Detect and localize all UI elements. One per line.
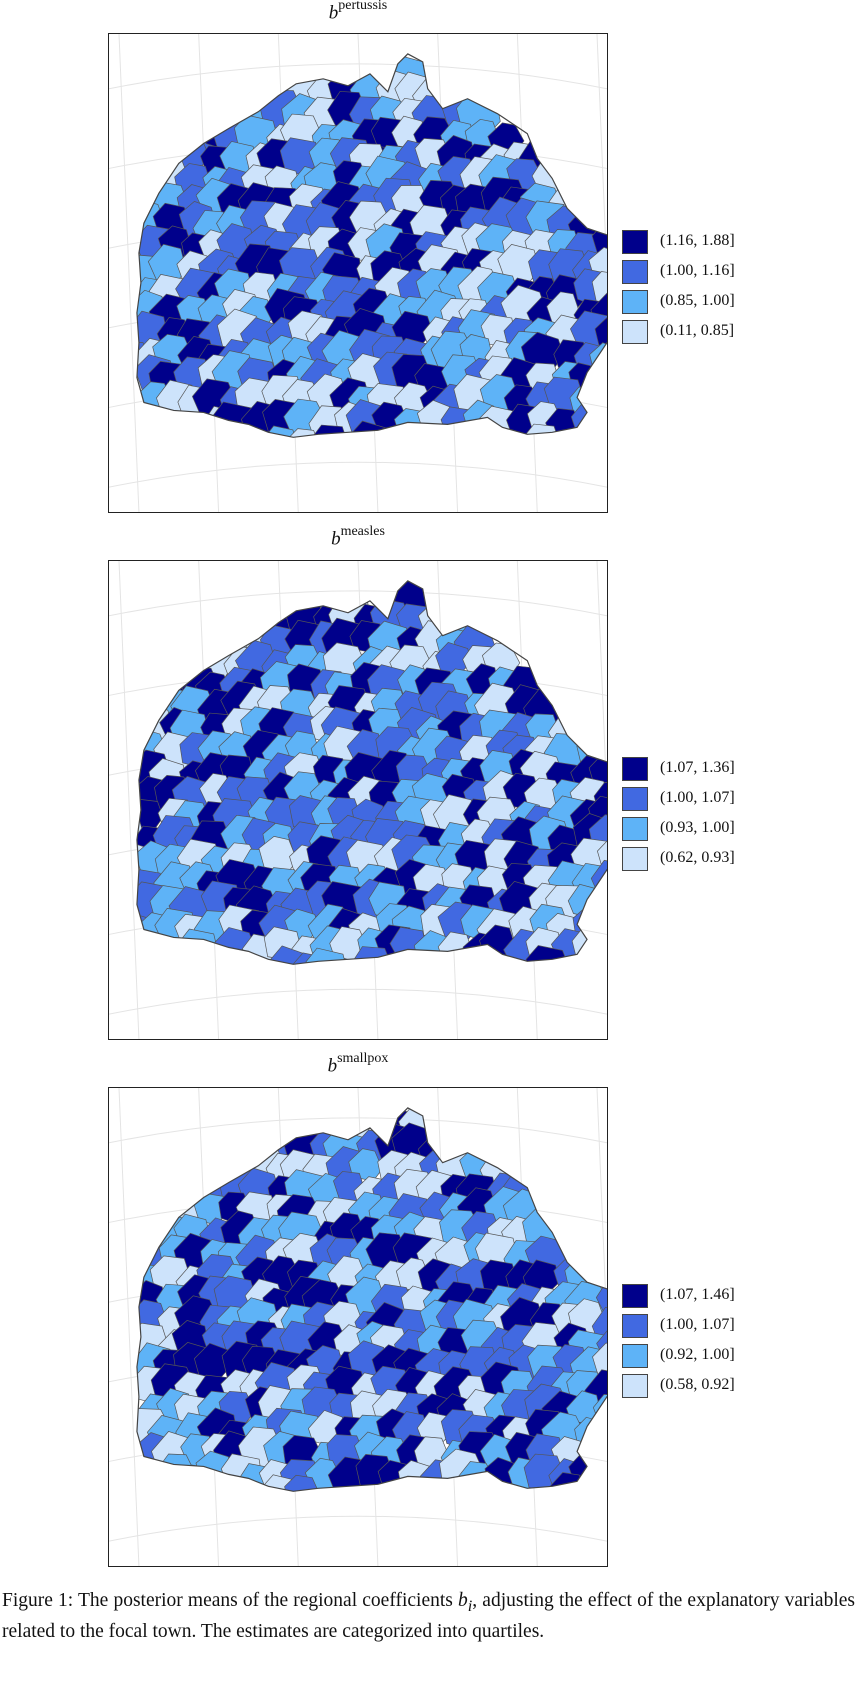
municipality-region: [525, 945, 569, 965]
legend-label: (1.07, 1.36]: [660, 759, 735, 776]
graticule-line: [118, 1088, 140, 1566]
legend-item: (0.58, 0.92]: [622, 1371, 822, 1401]
map-measles: [108, 560, 608, 1040]
municipality-region: [284, 1474, 321, 1492]
country-outline: [136, 580, 607, 965]
legend-label: (1.07, 1.46]: [660, 1286, 735, 1303]
graticule-line: [109, 988, 607, 1015]
legend-item: (0.62, 0.93]: [622, 844, 822, 874]
graticule-line: [109, 461, 607, 488]
caption-suffix: , adjusting the effect of the explanator…: [2, 1590, 855, 1642]
choropleth-map: [109, 561, 607, 1039]
legend-swatch: [622, 847, 648, 871]
legend-item: (0.93, 1.00]: [622, 814, 822, 844]
choropleth-map: [109, 1088, 607, 1566]
caption-symbol-subscript: i: [467, 1596, 473, 1615]
caption-symbol: b: [458, 1590, 468, 1611]
municipality-region: [571, 929, 607, 965]
legend-swatch: [622, 787, 648, 811]
legend-label: (0.11, 0.85]: [660, 322, 735, 339]
graticule-line: [118, 561, 140, 1039]
caption-prefix: Figure 1: The posterior means of the reg…: [2, 1590, 459, 1611]
graticule-line: [109, 63, 607, 90]
municipality-region: [136, 798, 164, 830]
legend-label: (0.92, 1.00]: [660, 1346, 735, 1363]
title-base: b: [331, 528, 341, 550]
legend-swatch: [622, 320, 648, 344]
legend-swatch: [622, 1314, 648, 1338]
title-base: b: [328, 2, 339, 24]
choropleth-map: [109, 34, 607, 512]
title-base: b: [327, 1055, 338, 1077]
map-smallpox: [108, 1087, 608, 1567]
panel-title-pertussis: bpertussis: [108, 0, 608, 24]
legend-label: (1.00, 1.07]: [660, 1316, 735, 1333]
legend-item: (1.07, 1.36]: [622, 754, 822, 784]
legend-swatch: [622, 1374, 648, 1398]
graticule-line: [109, 1515, 607, 1542]
region-group: [136, 1107, 607, 1492]
legend-pertussis: (1.16, 1.88] (1.00, 1.16] (0.85, 1.00] (…: [622, 227, 822, 347]
legend-label: (0.93, 1.00]: [660, 819, 735, 836]
region-group: [136, 53, 607, 438]
legend-label: (0.85, 1.00]: [660, 292, 735, 309]
legend-label: (0.58, 0.92]: [660, 1376, 735, 1393]
panel-title-smallpox: bsmallpox: [108, 1051, 608, 1077]
legend-item: (1.16, 1.88]: [622, 227, 822, 257]
title-superscript: measles: [340, 524, 385, 539]
legend-swatch: [622, 817, 648, 841]
legend-swatch: [622, 1284, 648, 1308]
municipality-region: [524, 423, 561, 438]
legend-item: (0.85, 1.00]: [622, 287, 822, 317]
title-superscript: pertussis: [338, 0, 388, 13]
graticule-line: [109, 1117, 607, 1144]
legend-swatch: [622, 260, 648, 284]
legend-label: (1.00, 1.07]: [660, 789, 735, 806]
legend-label: (1.16, 1.88]: [660, 232, 735, 249]
legend-swatch: [622, 1344, 648, 1368]
graticule-line: [109, 590, 607, 617]
municipality-region: [305, 947, 348, 965]
legend-item: (0.11, 0.85]: [622, 317, 822, 347]
legend-item: (1.07, 1.46]: [622, 1281, 822, 1311]
legend-item: (1.00, 1.07]: [622, 1311, 822, 1341]
title-superscript: smallpox: [337, 1051, 389, 1066]
legend-swatch: [622, 290, 648, 314]
country-outline: [136, 1107, 607, 1492]
legend-measles: (1.07, 1.36] (1.00, 1.07] (0.93, 1.00] (…: [622, 754, 822, 874]
legend-swatch: [622, 230, 648, 254]
figure-caption: Figure 1: The posterior means of the reg…: [2, 1588, 855, 1644]
map-pertussis: [108, 33, 608, 513]
municipality-region: [595, 1282, 607, 1316]
municipality-region: [179, 928, 218, 964]
graticule-line: [118, 34, 140, 512]
legend-smallpox: (1.07, 1.46] (1.00, 1.07] (0.92, 1.00] (…: [622, 1281, 822, 1401]
legend-item: (1.00, 1.16]: [622, 257, 822, 287]
legend-item: (1.00, 1.07]: [622, 784, 822, 814]
region-group: [136, 580, 607, 965]
legend-label: (0.62, 0.93]: [660, 849, 735, 866]
municipality-region: [594, 314, 607, 350]
legend-label: (1.00, 1.16]: [660, 262, 735, 279]
legend-item: (0.92, 1.00]: [622, 1341, 822, 1371]
panel-title-measles: bmeasles: [108, 524, 608, 550]
legend-swatch: [622, 757, 648, 781]
country-outline: [136, 53, 607, 438]
